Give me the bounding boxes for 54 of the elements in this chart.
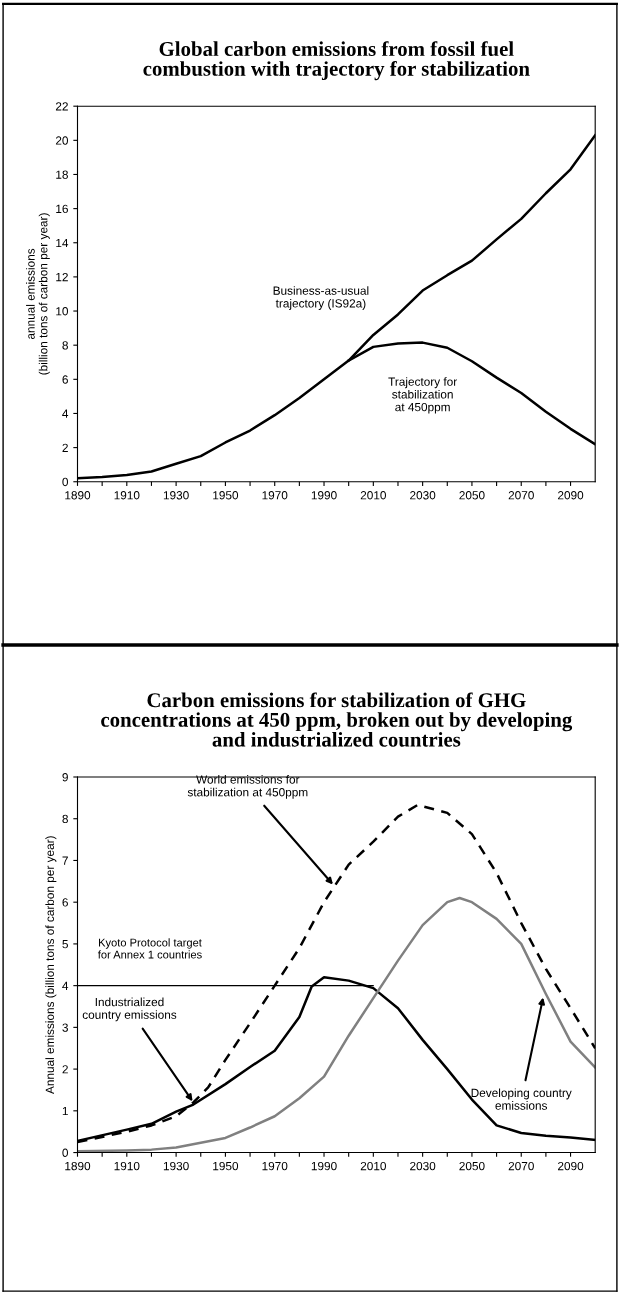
y-tick-label: 6: [62, 375, 68, 384]
y-tick-label: 2: [62, 443, 68, 452]
chart-title: Global carbon emissions from fossil fuel combustion with trajectory for stabilization: [143, 41, 530, 81]
annotation: World emissions for stabilization at 450ppm: [187, 775, 308, 799]
y-tick-label: 4: [62, 409, 69, 418]
x-tick-label: 1910: [114, 1161, 140, 1171]
x-tick-label: 1950: [213, 1161, 239, 1171]
y-tick-label: 1: [62, 1106, 68, 1116]
x-tick-label: 1990: [311, 1161, 337, 1171]
x-tick-label: 2030: [410, 1161, 436, 1171]
x-tick-label: 1910: [114, 491, 140, 500]
x-tick-label: 2010: [360, 491, 386, 500]
x-tick-label: 1890: [65, 491, 91, 500]
x-tick-label: 1950: [213, 491, 239, 500]
x-tick-label: 2070: [508, 491, 534, 500]
x-tick-label: 2050: [459, 491, 485, 500]
y-tick-label: 6: [62, 898, 68, 907]
y-tick-label: 12: [56, 272, 68, 282]
y-tick-label: 22: [55, 102, 68, 111]
y-tick-label: 5: [62, 940, 68, 949]
y-tick-label: 3: [62, 1023, 68, 1032]
x-tick-label: 1930: [163, 491, 189, 500]
ref-line-label: Kyoto Protocol target for Annex 1 countries: [97, 938, 202, 959]
y-tick-label: 2: [62, 1065, 68, 1074]
y-tick-label: 0: [62, 1148, 69, 1157]
x-tick-label: 2050: [459, 1161, 485, 1171]
y-tick-label: 16: [56, 204, 68, 214]
annotation: Industrialized country emissions: [82, 997, 177, 1022]
x-tick-label: 1990: [311, 491, 337, 500]
x-tick-label: 2090: [558, 1161, 584, 1171]
y-axis-title: Annual emissions (billion tons of carbon per year): [45, 836, 57, 1095]
y-axis-title: annual emissions (billion tons of carbon per year): [26, 213, 50, 375]
x-tick-label: 1970: [262, 491, 288, 500]
x-tick-label: 2010: [360, 1161, 386, 1171]
x-tick-label: 2090: [558, 491, 584, 500]
x-tick-label: 1890: [65, 1161, 91, 1171]
y-tick-label: 20: [55, 136, 69, 145]
series-label: Business-as-usual trajectory (IS92a): [273, 286, 369, 310]
y-tick-label: 14: [56, 238, 69, 248]
y-tick-label: 7: [62, 856, 68, 865]
y-tick-label: 8: [62, 814, 68, 824]
y-tick-label: 8: [62, 341, 68, 350]
x-tick-label: 2070: [508, 1161, 534, 1171]
y-tick-label: 0: [62, 477, 69, 487]
annotation: Developing country emissions: [471, 1088, 572, 1110]
y-tick-label: 4: [62, 981, 69, 990]
x-tick-label: 2030: [410, 491, 436, 500]
x-tick-label: 1930: [163, 1161, 189, 1171]
y-tick-label: 9: [62, 773, 68, 782]
x-tick-label: 1970: [262, 1161, 288, 1171]
series-label: Trajectory for stabilization at 450ppm: [388, 377, 457, 414]
y-tick-label: 18: [56, 170, 68, 179]
y-tick-label: 10: [56, 307, 69, 316]
chart-title: Carbon emissions for stabilization of GHG concentrations at 450 ppm, broken out by developing and industrialized countries: [101, 692, 573, 747]
